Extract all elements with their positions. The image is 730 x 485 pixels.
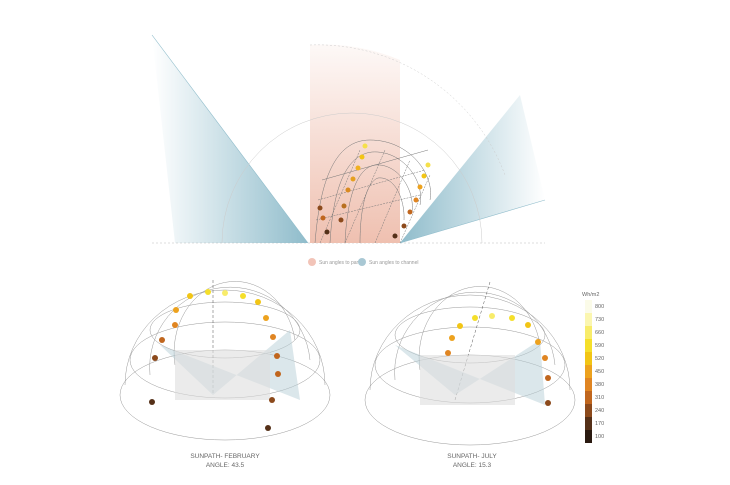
colorbar-swatch: [585, 404, 592, 417]
channel-angle-wedge-right: [400, 95, 545, 243]
section-diagram: [151, 34, 546, 244]
colorbar-tick-label: 590: [595, 343, 604, 349]
sun-position-dots: [317, 143, 431, 239]
colorbar-tick-label: 310: [595, 395, 604, 401]
sunpath-february-angle: ANGLE: 43.5: [206, 462, 245, 469]
colorbar-swatch: [585, 365, 592, 378]
tilted-sunpath-grid: [314, 139, 431, 244]
legend-label-panel: Sun angles to panel: [319, 260, 363, 266]
sun-dots-july: [445, 313, 551, 406]
sunpath-february-title: SUNPATH- FEBRUARY: [190, 453, 260, 460]
panel-angle-sector: [310, 44, 400, 243]
colorbar-swatch: [585, 326, 592, 339]
sunpath-july-angle: ANGLE: 15.3: [453, 462, 492, 469]
colorbar-swatch: [585, 378, 592, 391]
colorbar-swatch: [585, 430, 592, 443]
colorbar-tick-label: 450: [595, 369, 604, 375]
legend-swatch-panel: [308, 258, 316, 266]
colorbar-tick-label: 100: [595, 434, 604, 440]
colorbar-swatch: [585, 417, 592, 430]
sun-dots-february: [149, 289, 281, 431]
colorbar-swatch: [585, 391, 592, 404]
colorbar-swatch: [585, 313, 592, 326]
colorbar-tick-label: 520: [595, 356, 604, 362]
legend: Sun angles to panel Sun angles to channe…: [308, 258, 418, 266]
colorbar-swatch: [585, 339, 592, 352]
sunpath-july-title: SUNPATH- JULY: [447, 453, 497, 460]
colorbar-tick-label: 800: [595, 304, 604, 310]
colorbar-swatch: [585, 352, 592, 365]
legend-label-channel: Sun angles to channel: [369, 260, 418, 266]
sunpath-dome-july: [364, 281, 576, 446]
colorbar-tick-label: 240: [595, 408, 604, 414]
sunpath-dome-february: [119, 280, 331, 441]
colorbar-tick-label: 380: [595, 382, 604, 388]
colorbar-tick-label: 660: [595, 330, 604, 336]
colorbar-tick-label: 170: [595, 421, 604, 427]
colorbar-unit: Wh/m2: [582, 292, 599, 298]
colorbar-swatch: [585, 300, 592, 313]
colorbar-tick-label: 730: [595, 317, 604, 323]
colorbar: Wh/m2 800 730 660 590 520 450 380 310 240 170 100: [582, 292, 604, 443]
legend-swatch-channel: [358, 258, 366, 266]
